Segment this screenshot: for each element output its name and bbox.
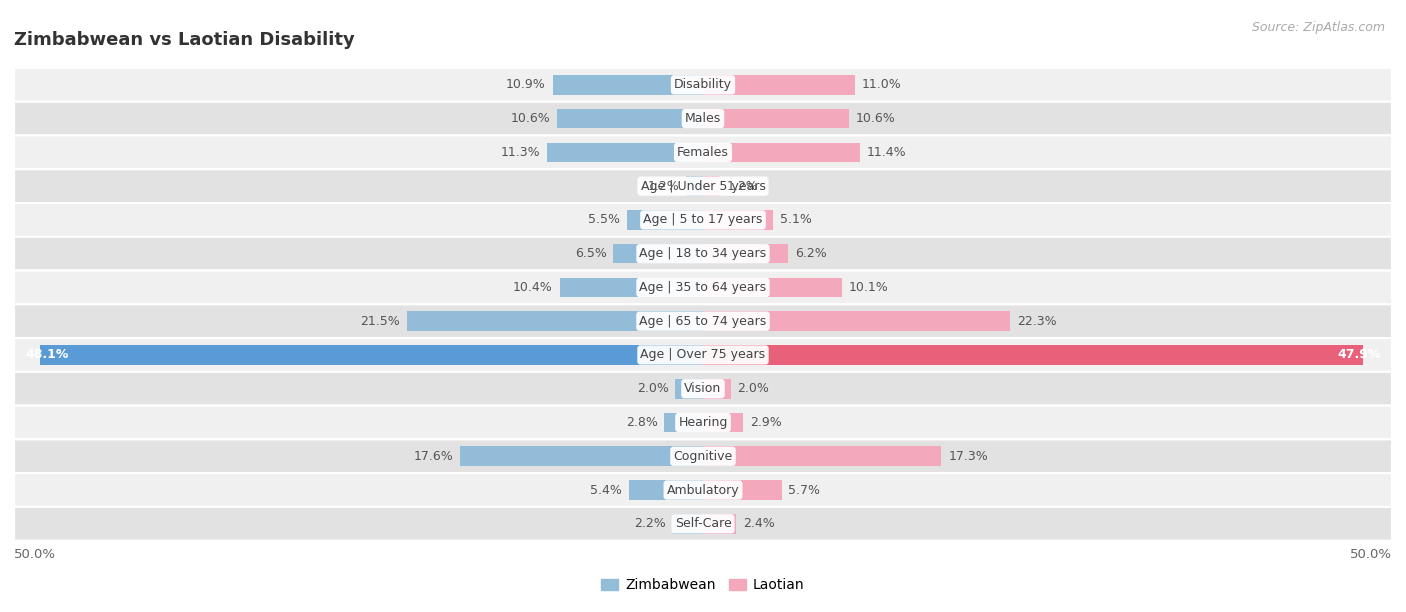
Bar (703, 345, 1362, 365)
Bar (613, 244, 703, 263)
Bar (703, 176, 720, 196)
Text: 1.2%: 1.2% (648, 180, 679, 193)
Bar (627, 210, 703, 230)
Text: Age | Over 75 years: Age | Over 75 years (641, 348, 765, 362)
Text: Males: Males (685, 112, 721, 125)
Text: 2.4%: 2.4% (742, 517, 775, 530)
Bar (665, 412, 703, 432)
Bar (675, 379, 703, 398)
Bar (703, 480, 782, 500)
Text: Age | Under 5 years: Age | Under 5 years (641, 180, 765, 193)
Bar (703, 447, 942, 466)
Text: Cognitive: Cognitive (673, 450, 733, 463)
Bar (553, 75, 703, 95)
Text: Age | 18 to 34 years: Age | 18 to 34 years (640, 247, 766, 260)
Text: 47.9%: 47.9% (1337, 348, 1381, 362)
Bar (557, 109, 703, 129)
Text: 17.6%: 17.6% (413, 450, 454, 463)
Bar (703, 514, 737, 534)
Text: 5.7%: 5.7% (789, 483, 821, 496)
Bar (672, 514, 703, 534)
Text: 5.4%: 5.4% (591, 483, 621, 496)
FancyBboxPatch shape (14, 68, 1392, 102)
Bar (461, 447, 703, 466)
FancyBboxPatch shape (14, 406, 1392, 439)
Bar (560, 278, 703, 297)
Text: 22.3%: 22.3% (1017, 315, 1057, 327)
Text: Hearing: Hearing (678, 416, 728, 429)
Bar (703, 210, 773, 230)
Text: Ambulatory: Ambulatory (666, 483, 740, 496)
Text: 2.0%: 2.0% (637, 382, 669, 395)
FancyBboxPatch shape (14, 102, 1392, 135)
FancyBboxPatch shape (14, 338, 1392, 372)
Text: 6.2%: 6.2% (796, 247, 827, 260)
FancyBboxPatch shape (14, 507, 1392, 540)
Bar (703, 412, 742, 432)
Text: Source: ZipAtlas.com: Source: ZipAtlas.com (1251, 21, 1385, 34)
Text: Vision: Vision (685, 382, 721, 395)
Text: 2.9%: 2.9% (749, 416, 782, 429)
Bar (703, 143, 860, 162)
Text: 10.4%: 10.4% (513, 281, 553, 294)
Bar (703, 312, 1011, 331)
Bar (703, 244, 789, 263)
Text: Self-Care: Self-Care (675, 517, 731, 530)
Text: Age | 35 to 64 years: Age | 35 to 64 years (640, 281, 766, 294)
Bar (703, 75, 855, 95)
Bar (547, 143, 703, 162)
Text: 11.0%: 11.0% (862, 78, 901, 91)
Text: 11.4%: 11.4% (868, 146, 907, 159)
Text: 10.6%: 10.6% (856, 112, 896, 125)
Bar (703, 379, 731, 398)
Text: 17.3%: 17.3% (948, 450, 988, 463)
Text: 2.8%: 2.8% (626, 416, 658, 429)
Bar (628, 480, 703, 500)
Text: 48.1%: 48.1% (25, 348, 69, 362)
FancyBboxPatch shape (14, 135, 1392, 170)
Text: 6.5%: 6.5% (575, 247, 606, 260)
Text: 2.2%: 2.2% (634, 517, 666, 530)
Text: 21.5%: 21.5% (360, 315, 399, 327)
FancyBboxPatch shape (14, 304, 1392, 338)
Text: 1.2%: 1.2% (727, 180, 758, 193)
Text: 11.3%: 11.3% (501, 146, 540, 159)
Text: 10.9%: 10.9% (506, 78, 546, 91)
Text: 10.1%: 10.1% (849, 281, 889, 294)
Bar (703, 109, 849, 129)
Text: Zimbabwean vs Laotian Disability: Zimbabwean vs Laotian Disability (14, 31, 354, 48)
Text: 2.0%: 2.0% (738, 382, 769, 395)
Text: Females: Females (678, 146, 728, 159)
Text: Age | 5 to 17 years: Age | 5 to 17 years (644, 214, 762, 226)
FancyBboxPatch shape (14, 439, 1392, 473)
FancyBboxPatch shape (14, 203, 1392, 237)
Text: 5.5%: 5.5% (588, 214, 620, 226)
FancyBboxPatch shape (14, 372, 1392, 406)
Text: 10.6%: 10.6% (510, 112, 550, 125)
Bar (703, 278, 842, 297)
FancyBboxPatch shape (14, 170, 1392, 203)
Text: Age | 65 to 74 years: Age | 65 to 74 years (640, 315, 766, 327)
FancyBboxPatch shape (14, 271, 1392, 304)
Bar (41, 345, 703, 365)
FancyBboxPatch shape (14, 237, 1392, 271)
Bar (686, 176, 703, 196)
Bar (406, 312, 703, 331)
Text: Disability: Disability (673, 78, 733, 91)
Text: 50.0%: 50.0% (14, 548, 56, 561)
Text: 50.0%: 50.0% (1350, 548, 1392, 561)
FancyBboxPatch shape (14, 473, 1392, 507)
Text: 5.1%: 5.1% (780, 214, 813, 226)
Legend: Zimbabwean, Laotian: Zimbabwean, Laotian (596, 573, 810, 598)
